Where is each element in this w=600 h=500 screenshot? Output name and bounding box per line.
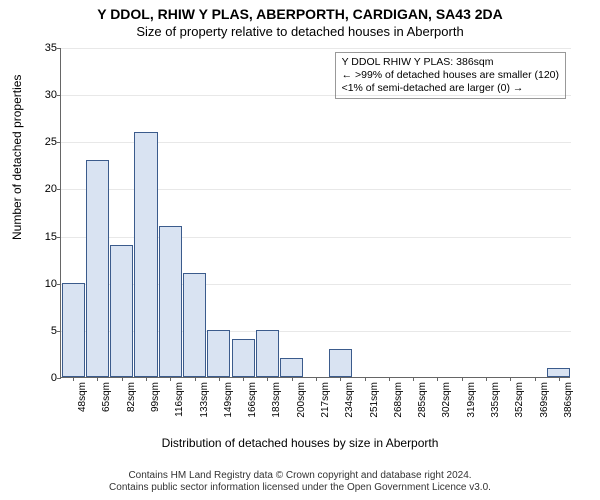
- x-axis-label: Distribution of detached houses by size …: [0, 436, 600, 450]
- ytick-label: 30: [31, 89, 57, 101]
- xtick-label: 48sqm: [77, 382, 88, 442]
- xtick-mark: [146, 377, 147, 381]
- histogram-bar: [62, 283, 85, 377]
- histogram-bar: [329, 349, 352, 377]
- histogram-bar: [159, 226, 182, 377]
- xtick-mark: [413, 377, 414, 381]
- xtick-mark: [195, 377, 196, 381]
- xtick-mark: [316, 377, 317, 381]
- title-address: Y DDOL, RHIW Y PLAS, ABERPORTH, CARDIGAN…: [0, 0, 600, 22]
- xtick-label: 285sqm: [417, 382, 428, 442]
- xtick-label: 200sqm: [296, 382, 307, 442]
- annotation-line1: Y DDOL RHIW Y PLAS: 386sqm: [342, 56, 559, 69]
- histogram-bar: [207, 330, 230, 377]
- xtick-label: 352sqm: [514, 382, 525, 442]
- histogram-bar: [280, 358, 303, 377]
- xtick-label: 302sqm: [441, 382, 452, 442]
- ytick-label: 15: [31, 231, 57, 243]
- chart-area: Y DDOL RHIW Y PLAS: 386sqm ← >99% of det…: [60, 48, 570, 378]
- ytick-label: 35: [31, 42, 57, 54]
- xtick-label: 386sqm: [563, 382, 574, 442]
- chart-container: Y DDOL, RHIW Y PLAS, ABERPORTH, CARDIGAN…: [0, 0, 600, 500]
- xtick-mark: [292, 377, 293, 381]
- xtick-mark: [243, 377, 244, 381]
- xtick-mark: [170, 377, 171, 381]
- xtick-label: 335sqm: [490, 382, 501, 442]
- xtick-mark: [365, 377, 366, 381]
- xtick-mark: [462, 377, 463, 381]
- footer-line2: Contains public sector information licen…: [0, 482, 600, 494]
- histogram-bar: [256, 330, 279, 377]
- xtick-mark: [219, 377, 220, 381]
- histogram-bar: [110, 245, 133, 377]
- footer-line1: Contains HM Land Registry data © Crown c…: [0, 470, 600, 482]
- gridline: [61, 48, 571, 49]
- xtick-label: 319sqm: [466, 382, 477, 442]
- annotation-box: Y DDOL RHIW Y PLAS: 386sqm ← >99% of det…: [335, 52, 566, 99]
- xtick-mark: [535, 377, 536, 381]
- xtick-mark: [559, 377, 560, 381]
- xtick-label: 234sqm: [344, 382, 355, 442]
- xtick-label: 251sqm: [369, 382, 380, 442]
- ytick-label: 0: [31, 372, 57, 384]
- histogram-bar: [547, 368, 570, 377]
- annotation-line3: <1% of semi-detached are larger (0) →: [342, 82, 559, 95]
- annotation-line2: ← >99% of detached houses are smaller (1…: [342, 69, 559, 82]
- xtick-label: 149sqm: [223, 382, 234, 442]
- xtick-mark: [340, 377, 341, 381]
- xtick-label: 99sqm: [150, 382, 161, 442]
- xtick-mark: [510, 377, 511, 381]
- xtick-label: 217sqm: [320, 382, 331, 442]
- xtick-label: 183sqm: [271, 382, 282, 442]
- xtick-mark: [267, 377, 268, 381]
- gridline: [61, 95, 571, 96]
- xtick-label: 133sqm: [199, 382, 210, 442]
- xtick-mark: [486, 377, 487, 381]
- histogram-bar: [183, 273, 206, 377]
- xtick-label: 65sqm: [101, 382, 112, 442]
- y-axis-label: Number of detached properties: [10, 75, 24, 240]
- ytick-label: 5: [31, 325, 57, 337]
- histogram-bar: [232, 339, 255, 377]
- ytick-label: 25: [31, 136, 57, 148]
- xtick-mark: [437, 377, 438, 381]
- xtick-label: 82sqm: [126, 382, 137, 442]
- plot-region: Y DDOL RHIW Y PLAS: 386sqm ← >99% of det…: [60, 48, 570, 378]
- histogram-bar: [86, 160, 109, 377]
- ytick-label: 10: [31, 278, 57, 290]
- xtick-label: 369sqm: [539, 382, 550, 442]
- ytick-mark: [57, 378, 61, 379]
- xtick-mark: [97, 377, 98, 381]
- ytick-label: 20: [31, 183, 57, 195]
- xtick-label: 116sqm: [174, 382, 185, 442]
- xtick-label: 166sqm: [247, 382, 258, 442]
- xtick-mark: [73, 377, 74, 381]
- title-subtitle: Size of property relative to detached ho…: [0, 22, 600, 39]
- footer: Contains HM Land Registry data © Crown c…: [0, 470, 600, 494]
- xtick-label: 268sqm: [393, 382, 404, 442]
- histogram-bar: [134, 132, 157, 377]
- xtick-mark: [389, 377, 390, 381]
- xtick-mark: [122, 377, 123, 381]
